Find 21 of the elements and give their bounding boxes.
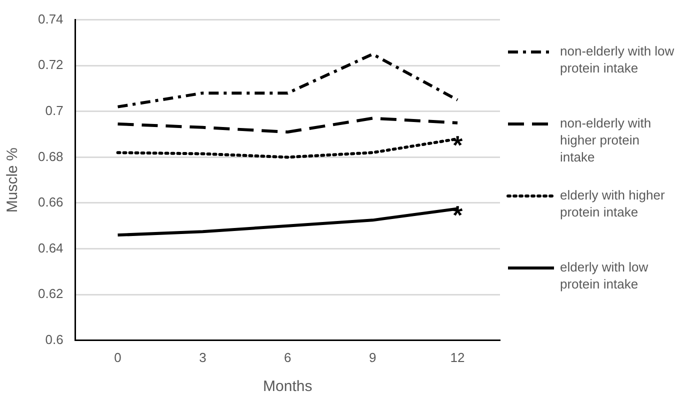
x-axis-title: Months — [263, 378, 312, 396]
y-tick-label: 0.7 — [45, 102, 64, 118]
x-tick-label: 6 — [284, 350, 292, 365]
legend-label: elderly with higher protein intake — [560, 188, 666, 220]
y-tick-label: 0.68 — [38, 148, 64, 164]
legend-label: elderly with low protein intake — [560, 260, 649, 292]
x-tick-label: 12 — [450, 350, 465, 365]
x-tick-label: 3 — [199, 350, 206, 365]
y-tick-label: 0.66 — [38, 194, 64, 210]
line-series — [116, 116, 460, 134]
legend-label: non-elderly with low protein intake — [560, 44, 675, 76]
y-tick-label: 0.6 — [45, 332, 64, 347]
y-axis-title: Muscle % — [4, 148, 22, 213]
y-tick-label: 0.74 — [38, 11, 64, 26]
y-tick-label: 0.64 — [38, 240, 64, 256]
y-tick-label: 0.72 — [38, 57, 64, 72]
y-tick-label: 0.62 — [38, 286, 64, 302]
x-tick-label: 9 — [368, 350, 376, 365]
x-tick-label: 0 — [114, 350, 122, 365]
legend-label: non-elderly with higher protein intake — [560, 116, 652, 165]
line-series — [116, 52, 460, 108]
